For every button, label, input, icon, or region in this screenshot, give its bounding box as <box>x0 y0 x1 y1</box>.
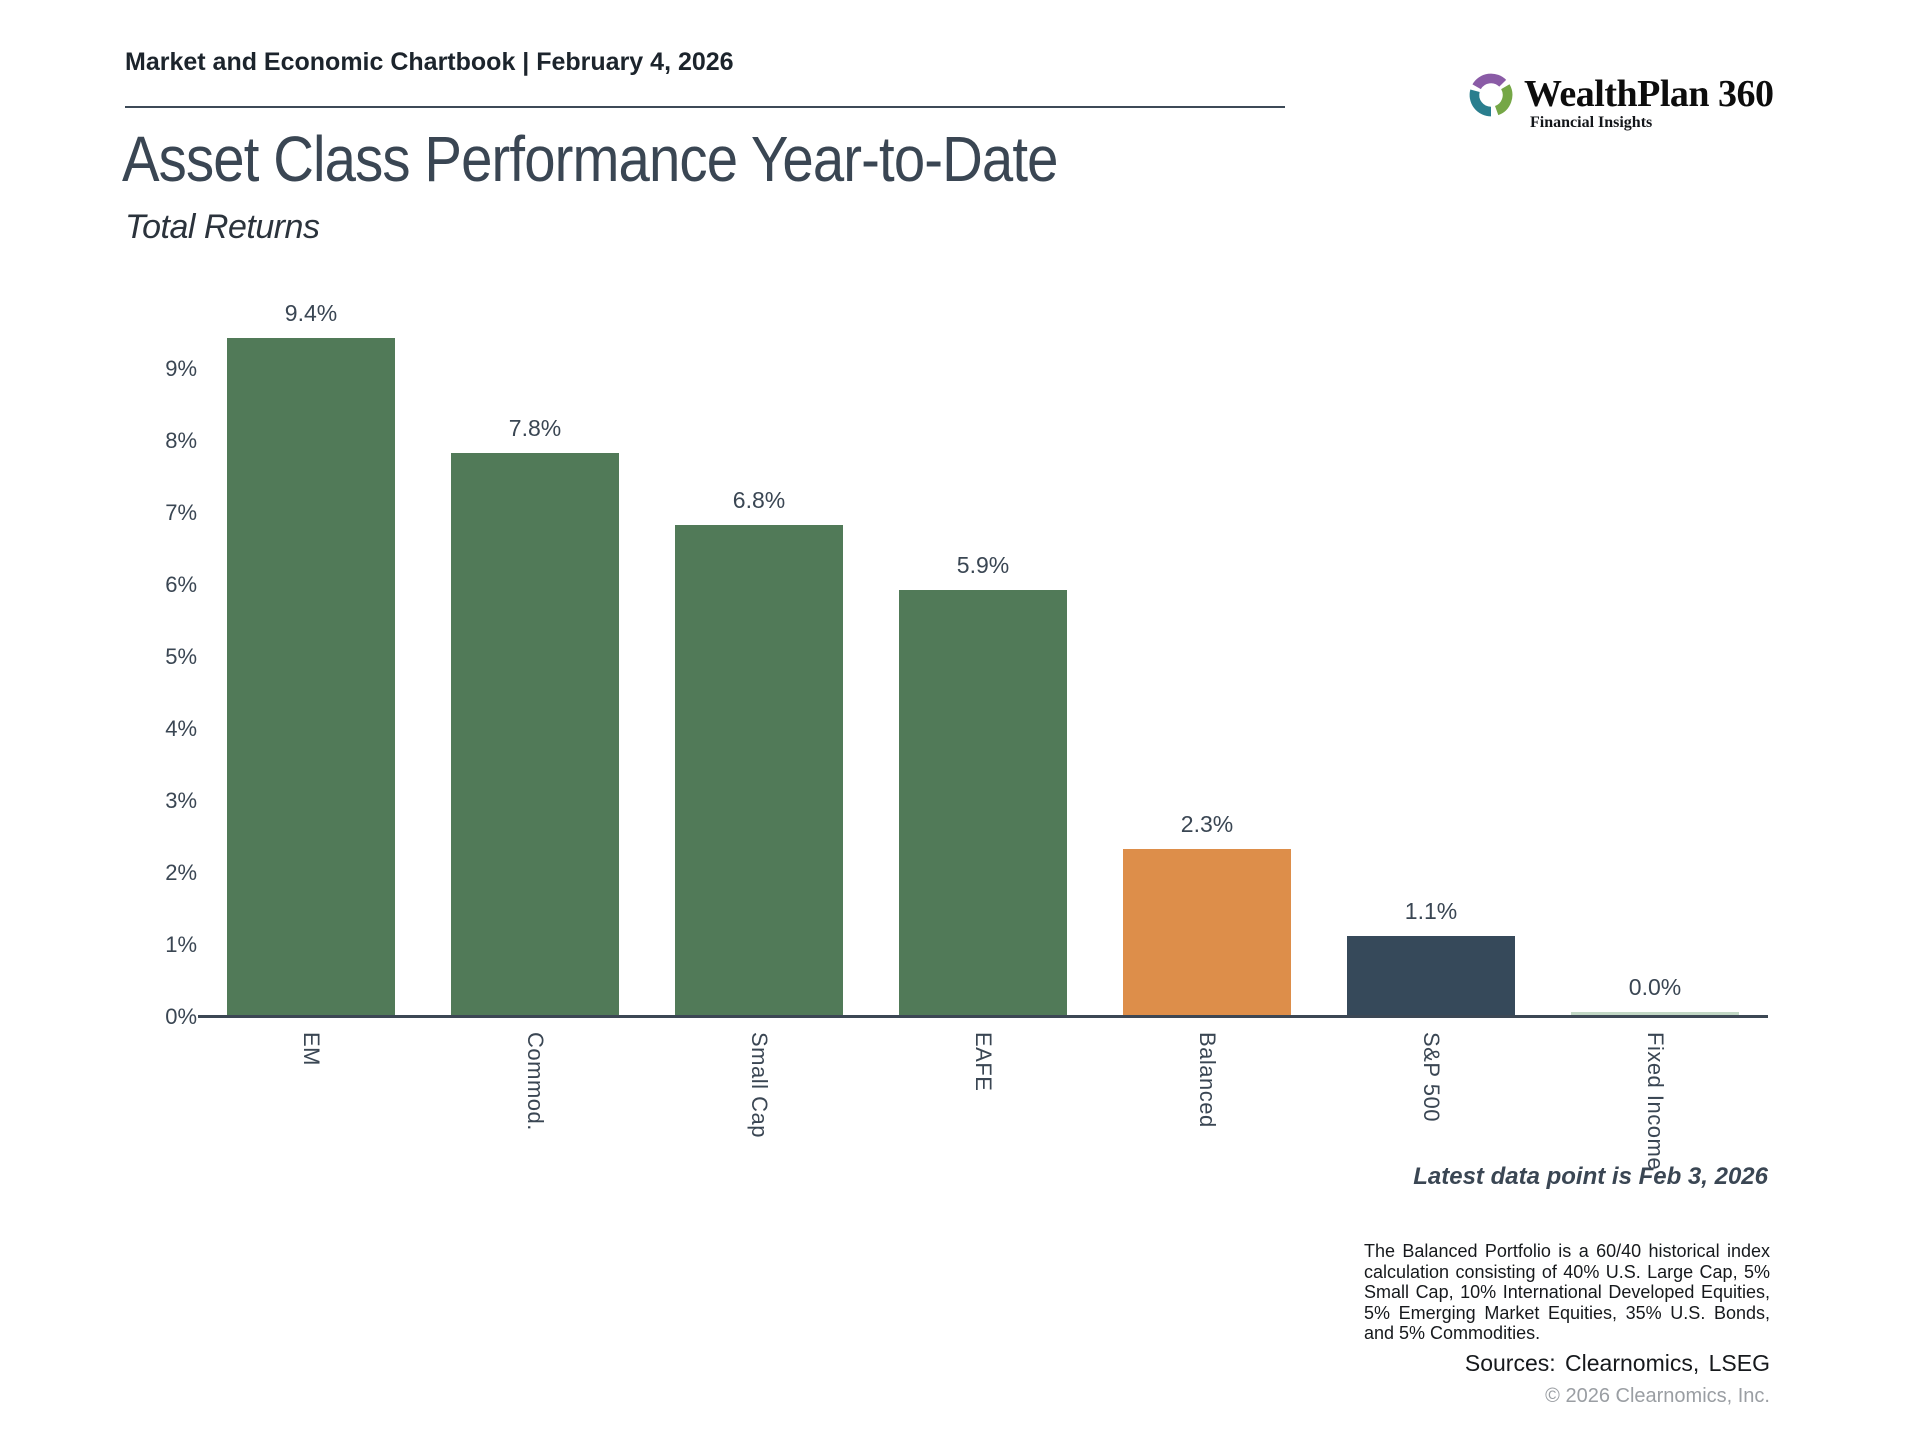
x-tick-label: Small Cap <box>747 1032 772 1138</box>
copyright-line: © 2026 Clearnomics, Inc. <box>1545 1385 1770 1407</box>
x-tick-label: Balanced <box>1195 1032 1220 1128</box>
y-tick-label: 9% <box>165 356 197 381</box>
bar <box>1347 936 1515 1015</box>
page-subtitle: Total Returns <box>125 208 320 246</box>
latest-data-note: Latest data point is Feb 3, 2026 <box>1413 1163 1768 1190</box>
page-title: Asset Class Performance Year-to-Date <box>122 123 1058 195</box>
y-tick-label: 3% <box>165 788 197 813</box>
y-tick-label: 0% <box>165 1004 197 1029</box>
x-tick-label: Commod. <box>523 1032 548 1131</box>
x-tick-label: Fixed Income <box>1643 1032 1668 1171</box>
sources-line: Sources: Clearnomics, LSEG <box>1464 1350 1770 1376</box>
bar-value-label: 9.4% <box>284 300 338 326</box>
y-tick-label: 6% <box>165 572 197 597</box>
y-tick-label: 4% <box>165 716 197 741</box>
brand-logo: WealthPlan 360 Financial Insights <box>1468 70 1828 131</box>
bar <box>1571 1012 1739 1015</box>
x-tick-label: S&P 500 <box>1419 1032 1444 1122</box>
y-tick-label: 8% <box>165 428 197 453</box>
bar-value-label: 7.8% <box>508 415 562 441</box>
bar <box>451 453 619 1015</box>
brand-swirl-icon <box>1469 73 1513 117</box>
x-axis-line <box>198 1015 1768 1018</box>
x-tick-label: EM <box>299 1032 324 1066</box>
bar <box>899 590 1067 1015</box>
bar <box>675 525 843 1015</box>
bar-value-label: 6.8% <box>732 487 786 513</box>
chartbook-header-label: Market and Economic Chartbook | February… <box>125 48 734 76</box>
bar-value-label: 0.0% <box>1628 974 1682 1000</box>
y-tick-label: 7% <box>165 500 197 525</box>
header-divider <box>125 106 1285 108</box>
bar-value-label: 2.3% <box>1180 811 1234 837</box>
x-tick-label: EAFE <box>971 1032 996 1092</box>
y-tick-label: 1% <box>165 932 197 957</box>
brand-tagline: Financial Insights <box>1530 114 1653 131</box>
y-tick-label: 5% <box>165 644 197 669</box>
balanced-portfolio-footnote: The Balanced Portfolio is a 60/40 histor… <box>1364 1241 1770 1343</box>
bar-value-label: 1.1% <box>1404 898 1458 924</box>
bar <box>227 338 395 1015</box>
y-tick-label: 2% <box>165 860 197 885</box>
brand-name: WealthPlan 360 <box>1524 73 1774 115</box>
bar-value-label: 5.9% <box>956 552 1010 578</box>
bar <box>1123 849 1291 1015</box>
